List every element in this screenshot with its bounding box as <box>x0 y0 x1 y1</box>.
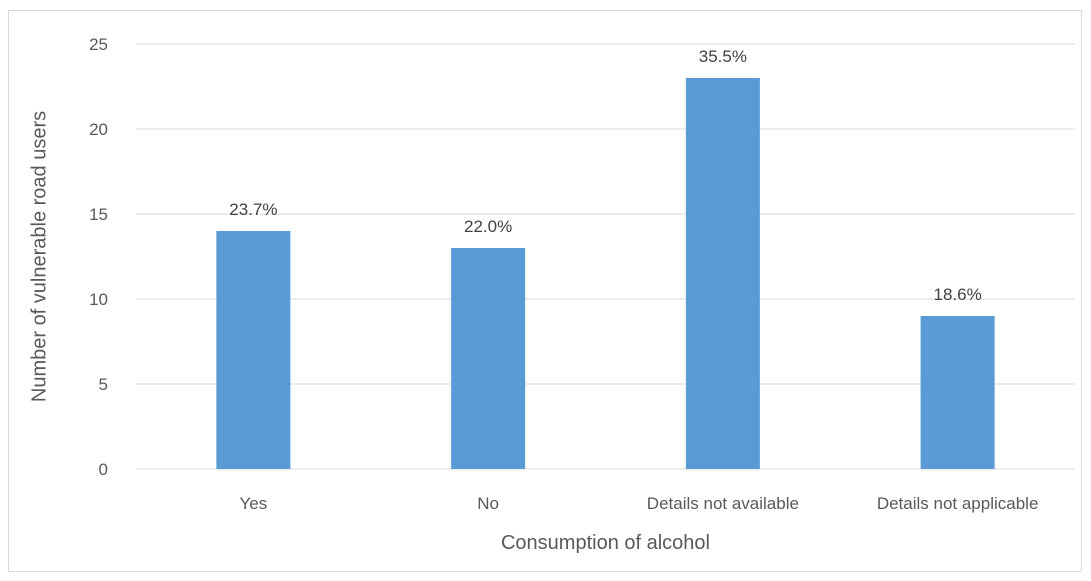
data-label: 35.5% <box>699 47 747 66</box>
x-tick-label: Details not available <box>647 494 799 513</box>
x-axis-title: Consumption of alcohol <box>501 532 710 554</box>
data-label: 22.0% <box>464 217 512 236</box>
bar <box>920 316 995 469</box>
y-tick-label: 5 <box>99 375 108 394</box>
chart-frame <box>8 10 1082 572</box>
x-tick-label: Yes <box>240 494 268 513</box>
y-tick-label: 15 <box>89 205 108 224</box>
x-tick-label: No <box>477 494 499 513</box>
x-tick-label: Details not applicable <box>877 494 1039 513</box>
y-axis-title: Number of vulnerable road users <box>28 111 50 402</box>
data-label: 18.6% <box>934 285 982 304</box>
bars <box>216 78 995 469</box>
gridlines <box>136 43 1075 470</box>
data-labels: 23.7% 22.0% 35.5% 18.6% <box>229 47 981 304</box>
y-tick-label: 10 <box>89 290 108 309</box>
y-tick-label: 0 <box>99 460 108 479</box>
y-tick-label: 20 <box>89 120 108 139</box>
data-label: 23.7% <box>229 200 277 219</box>
bar <box>451 248 526 469</box>
bar <box>685 78 760 469</box>
y-tick-label: 25 <box>89 35 108 54</box>
x-axis-ticks: Yes No Details not available Details not ap… <box>240 494 1039 513</box>
bar <box>216 231 291 469</box>
y-axis-ticks: 0 5 10 15 20 25 <box>89 35 108 479</box>
